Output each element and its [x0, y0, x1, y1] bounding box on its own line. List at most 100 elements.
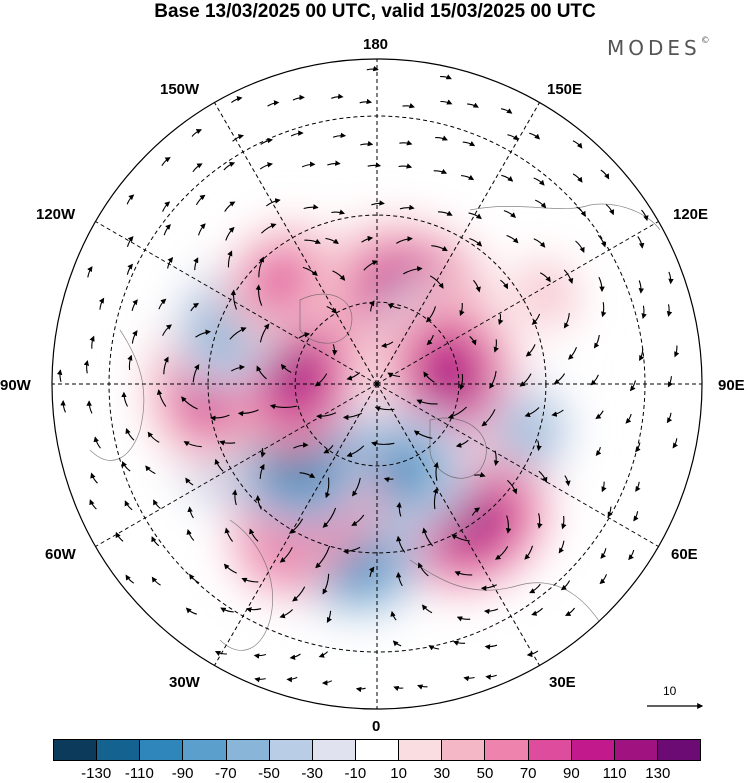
wind-vector [387, 303, 401, 309]
wind-vector [126, 194, 135, 205]
wind-vector [187, 506, 194, 519]
colorbar-tick-label: -130 [81, 765, 112, 782]
wind-vector [127, 354, 133, 370]
brand-mark: © [700, 36, 710, 46]
wind-vector [572, 140, 583, 149]
wind-vector [225, 226, 235, 241]
wind-vector [440, 99, 453, 105]
wind-vector [667, 376, 673, 388]
wind-vector [429, 275, 444, 289]
wind-vector [151, 536, 160, 547]
wind-vector [145, 465, 156, 475]
wind-vector [124, 500, 133, 511]
wind-vector [507, 479, 518, 495]
longitude-label-120e: 120E [673, 206, 709, 223]
wind-vector [181, 396, 198, 410]
wind-vector [286, 676, 298, 683]
wind-vector [447, 406, 467, 419]
colorbar-swatch [657, 740, 701, 760]
wind-vector [259, 323, 270, 343]
wind-vector [576, 206, 586, 217]
colorbar-swatch [614, 740, 658, 760]
wind-vector [674, 345, 680, 358]
wind-vector [327, 160, 341, 166]
wind-vector [161, 157, 171, 166]
wind-vector [326, 305, 338, 314]
wind-vector [637, 236, 645, 249]
wind-vector [600, 169, 610, 180]
wind-vector [163, 224, 171, 236]
colorbar-swatch [355, 740, 400, 760]
wind-vector [260, 447, 266, 458]
anomaly-contour [275, 350, 316, 401]
wind-vector [635, 481, 641, 492]
wind-vector [121, 391, 128, 407]
wind-vector [454, 571, 473, 577]
colorbar-swatch [140, 740, 184, 760]
wind-vector [89, 499, 97, 510]
wind-vector [432, 487, 439, 510]
wind-vector [633, 511, 639, 522]
wind-vector [323, 444, 334, 454]
wind-vector [558, 540, 565, 554]
anomaly-contour [257, 257, 304, 303]
wind-vector [537, 513, 543, 529]
wind-vector [261, 223, 277, 234]
wind-vector [641, 209, 649, 222]
wind-vector [474, 472, 486, 478]
wind-vector [193, 257, 199, 271]
wind-vector [269, 403, 298, 410]
wind-vectors [56, 65, 680, 693]
wind-vector [519, 373, 532, 387]
wind-vector [227, 250, 233, 268]
wind-vector [256, 365, 267, 380]
colorbar-swatch [97, 740, 141, 760]
wind-vector [224, 527, 234, 542]
wind-vector [191, 129, 203, 137]
wind-vector [360, 140, 374, 147]
wind-vector [467, 102, 479, 108]
wind-vector [572, 173, 583, 183]
anomaly-contour [370, 452, 421, 493]
wind-vector [533, 238, 546, 248]
wind-vector [493, 450, 500, 466]
wind-vector [332, 344, 338, 356]
wind-vector [524, 545, 534, 560]
wind-vector [115, 531, 124, 542]
meridian-line [95, 383, 378, 547]
wind-vector [461, 174, 475, 181]
wind-vector [342, 412, 363, 421]
wind-vector [507, 134, 519, 141]
meridian-line [376, 102, 540, 385]
graticule [52, 59, 702, 709]
wind-vector [156, 389, 167, 407]
wind-vector [279, 547, 293, 563]
wind-vector [361, 235, 374, 243]
wind-vector [56, 369, 63, 382]
wind-vector [189, 573, 200, 584]
wind-vector [224, 201, 236, 212]
colorbar-tick-label: 70 [519, 765, 537, 782]
wind-vector [494, 546, 509, 560]
wind-vector [121, 461, 131, 472]
wind-vector [393, 685, 404, 692]
brand-logo: MODES© [607, 36, 710, 60]
wind-vector [533, 177, 545, 186]
wind-vector [435, 135, 448, 141]
wind-vector [131, 330, 138, 344]
wind-vector [489, 370, 497, 389]
wind-vector [560, 580, 571, 591]
longitude-label-30e: 30E [549, 674, 576, 691]
map-title: Base 13/03/2025 00 UTC, valid 15/03/2025… [154, 1, 596, 22]
longitude-label-30w: 30W [169, 674, 200, 691]
wind-vector [371, 200, 385, 206]
polar-map [51, 58, 704, 710]
wind-vector [599, 574, 608, 585]
wind-vector [190, 303, 200, 312]
longitude-label-120w: 120W [36, 206, 76, 223]
wind-vector [597, 234, 607, 248]
wind-vector [195, 194, 206, 206]
longitude-label-150w: 150W [160, 81, 200, 98]
wind-vector [371, 441, 395, 447]
wind-vector [551, 409, 564, 417]
